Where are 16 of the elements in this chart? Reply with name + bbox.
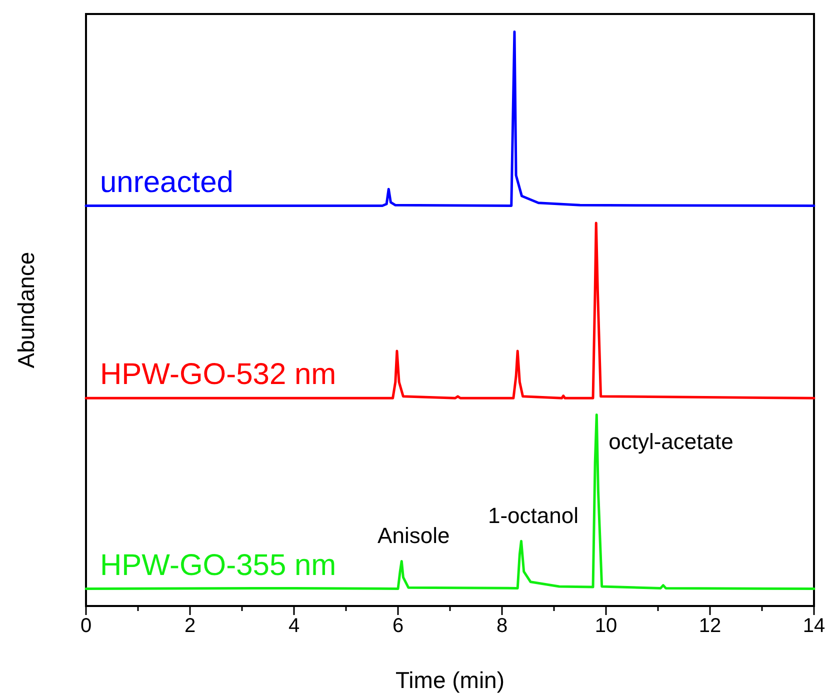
x-tick-label: 0 xyxy=(80,615,92,638)
x-tick-label: 12 xyxy=(698,615,722,638)
y-axis-title: Abundance xyxy=(13,252,39,368)
annotation: 1-octanol xyxy=(488,503,578,528)
series-label: unreacted xyxy=(100,166,234,199)
annotation: Anisole xyxy=(378,523,450,548)
x-tick-label: 8 xyxy=(496,615,508,638)
x-tick-label: 4 xyxy=(288,615,300,638)
x-tick-label: 10 xyxy=(594,615,618,638)
x-axis-title: Time (min) xyxy=(395,667,505,693)
x-tick-label: 14 xyxy=(802,615,826,638)
series-label: HPW-GO-355 nm xyxy=(100,548,336,582)
x-tick-label: 6 xyxy=(392,615,404,638)
annotation: octyl-acetate xyxy=(608,428,734,454)
x-tick-label: 2 xyxy=(184,615,196,638)
series-label: HPW-GO-532 nm xyxy=(100,358,336,392)
